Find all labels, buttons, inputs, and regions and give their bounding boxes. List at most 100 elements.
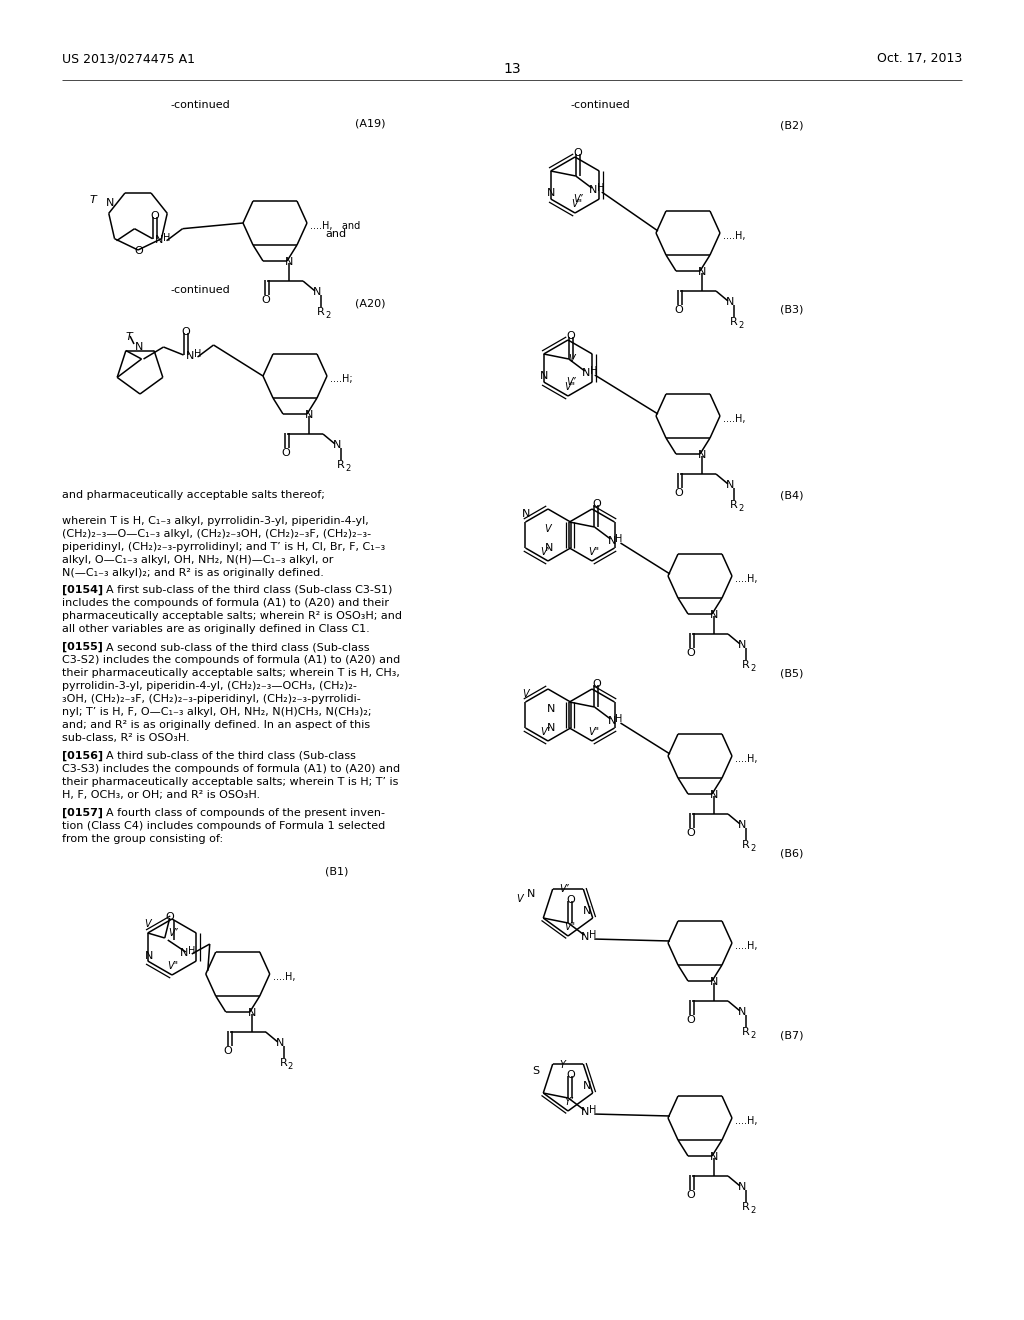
Text: Oct. 17, 2013: Oct. 17, 2013 <box>877 51 962 65</box>
Text: N: N <box>607 715 615 726</box>
Text: C3-S3) includes the compounds of formula (A1) to (A20) and: C3-S3) includes the compounds of formula… <box>62 764 400 774</box>
Text: 2: 2 <box>750 843 756 853</box>
Text: V’: V’ <box>566 378 575 387</box>
Text: V’: V’ <box>540 727 550 737</box>
Text: N: N <box>583 906 591 916</box>
Text: V’: V’ <box>559 884 569 894</box>
Text: A second sub-class of the third class (Sub-class: A second sub-class of the third class (S… <box>106 642 370 652</box>
Text: H: H <box>187 946 196 956</box>
Text: [0156]: [0156] <box>62 751 103 762</box>
Text: wherein T is H, C₁₋₃ alkyl, pyrrolidin-3-yl, piperidin-4-yl,: wherein T is H, C₁₋₃ alkyl, pyrrolidin-3… <box>62 516 369 525</box>
Text: N: N <box>275 1038 284 1048</box>
Text: N: N <box>710 610 719 620</box>
Text: N: N <box>185 351 194 360</box>
Text: A fourth class of compounds of the present inven-: A fourth class of compounds of the prese… <box>106 808 385 818</box>
Text: ....H;: ....H; <box>330 374 352 384</box>
Text: R: R <box>337 459 345 470</box>
Text: N: N <box>144 950 154 961</box>
Text: N: N <box>522 510 530 519</box>
Text: N: N <box>710 1152 719 1162</box>
Text: N: N <box>710 977 719 987</box>
Text: US 2013/0274475 A1: US 2013/0274475 A1 <box>62 51 195 65</box>
Text: N: N <box>248 1008 256 1018</box>
Text: V: V <box>522 689 528 700</box>
Text: H: H <box>163 232 170 243</box>
Text: N: N <box>726 297 734 308</box>
Text: O: O <box>593 678 601 689</box>
Text: N: N <box>180 948 188 958</box>
Text: 2: 2 <box>750 1206 756 1214</box>
Text: N: N <box>582 368 590 378</box>
Text: Y’: Y’ <box>564 1097 573 1107</box>
Text: 2: 2 <box>738 321 743 330</box>
Text: -continued: -continued <box>170 285 229 294</box>
Text: O: O <box>261 294 269 305</box>
Text: O: O <box>566 331 575 341</box>
Text: ....H,   and: ....H, and <box>310 220 360 231</box>
Text: from the group consisting of:: from the group consisting of: <box>62 834 223 843</box>
Text: T: T <box>90 195 96 205</box>
Text: N: N <box>738 1007 746 1016</box>
Text: N: N <box>155 235 163 244</box>
Text: O: O <box>573 148 583 158</box>
Text: alkyl, O—C₁₋₃ alkyl, OH, NH₂, N(H)—C₁₋₃ alkyl, or: alkyl, O—C₁₋₃ alkyl, OH, NH₂, N(H)—C₁₋₃ … <box>62 554 334 565</box>
Text: and; and R² is as originally defined. In an aspect of this: and; and R² is as originally defined. In… <box>62 719 370 730</box>
Text: A third sub-class of the third class (Sub-class: A third sub-class of the third class (Su… <box>106 751 356 762</box>
Text: (CH₂)₂₋₃—O—C₁₋₃ alkyl, (CH₂)₂₋₃OH, (CH₂)₂₋₃F, (CH₂)₂₋₃-: (CH₂)₂₋₃—O—C₁₋₃ alkyl, (CH₂)₂₋₃OH, (CH₂)… <box>62 529 371 539</box>
Text: O: O <box>686 1191 694 1200</box>
Text: O: O <box>151 211 160 220</box>
Text: N: N <box>305 411 313 420</box>
Text: N: N <box>313 286 322 297</box>
Text: ....H,: ....H, <box>735 941 758 950</box>
Text: 2: 2 <box>750 664 756 673</box>
Text: H: H <box>597 183 604 193</box>
Text: N(—C₁₋₃ alkyl)₂; and R² is as originally defined.: N(—C₁₋₃ alkyl)₂; and R² is as originally… <box>62 568 324 578</box>
Text: all other variables are as originally defined in Class C1.: all other variables are as originally de… <box>62 624 370 634</box>
Text: V’: V’ <box>168 928 178 939</box>
Text: R: R <box>742 1027 750 1038</box>
Text: V": V" <box>588 727 599 737</box>
Text: N: N <box>738 640 746 649</box>
Text: V’: V’ <box>573 194 583 205</box>
Text: N: N <box>698 450 707 459</box>
Text: (B2): (B2) <box>780 120 804 129</box>
Text: V": V" <box>167 961 178 972</box>
Text: R: R <box>742 660 750 671</box>
Text: N: N <box>607 536 615 546</box>
Text: H: H <box>615 714 623 723</box>
Text: N: N <box>589 185 597 195</box>
Text: V: V <box>144 919 151 929</box>
Text: V: V <box>517 894 523 904</box>
Text: [0155]: [0155] <box>62 642 102 652</box>
Text: H: H <box>615 535 623 544</box>
Text: N: N <box>726 480 734 490</box>
Text: N: N <box>285 257 293 267</box>
Text: O: O <box>181 327 190 337</box>
Text: ₃OH, (CH₂)₂₋₃F, (CH₂)₂₋₃-piperidinyl, (CH₂)₂₋₃-pyrrolidi-: ₃OH, (CH₂)₂₋₃F, (CH₂)₂₋₃-piperidinyl, (C… <box>62 694 360 704</box>
Text: (B1): (B1) <box>325 867 348 876</box>
Text: N: N <box>106 198 115 209</box>
Text: C3-S2) includes the compounds of formula (A1) to (A20) and: C3-S2) includes the compounds of formula… <box>62 655 400 665</box>
Text: [0157]: [0157] <box>62 808 103 818</box>
Text: N: N <box>540 371 548 381</box>
Text: V: V <box>545 524 551 535</box>
Text: H, F, OCH₃, or OH; and R² is OSO₃H.: H, F, OCH₃, or OH; and R² is OSO₃H. <box>62 789 260 800</box>
Text: Y: Y <box>559 1060 565 1071</box>
Text: (B6): (B6) <box>780 847 804 858</box>
Text: -continued: -continued <box>570 100 630 110</box>
Text: 2: 2 <box>325 312 331 319</box>
Text: (B5): (B5) <box>780 668 804 678</box>
Text: O: O <box>686 828 694 838</box>
Text: -continued: -continued <box>170 100 229 110</box>
Text: N: N <box>698 267 707 277</box>
Text: V: V <box>568 354 574 364</box>
Text: sub-class, R² is OSO₃H.: sub-class, R² is OSO₃H. <box>62 733 189 743</box>
Text: A first sub-class of the third class (Sub-class C3-S1): A first sub-class of the third class (Su… <box>106 585 392 595</box>
Text: O: O <box>593 499 601 510</box>
Text: O: O <box>566 895 575 906</box>
Text: H: H <box>590 366 597 376</box>
Text: ....H,: ....H, <box>735 754 758 764</box>
Text: O: O <box>134 246 142 256</box>
Text: H: H <box>589 931 597 940</box>
Text: their pharmaceutically acceptable salts; wherein T is H; T’ is: their pharmaceutically acceptable salts;… <box>62 777 398 787</box>
